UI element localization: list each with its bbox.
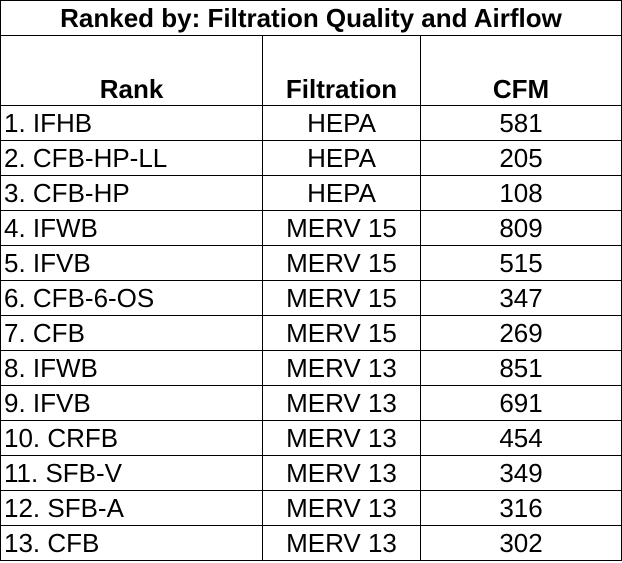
column-header-cfm: CFM	[419, 35, 622, 106]
table-row: 5. IFVB MERV 15 515	[0, 245, 622, 281]
table-row: 11. SFB-V MERV 13 349	[0, 455, 622, 491]
rank-cell: 3. CFB-HP	[0, 175, 263, 211]
rank-cell: 11. SFB-V	[0, 455, 263, 491]
table-row: 13. CFB MERV 13 302	[0, 525, 622, 561]
filtration-cell: MERV 13	[262, 350, 421, 386]
filtration-cell: MERV 13	[262, 490, 421, 526]
cfm-cell: 454	[419, 420, 622, 456]
cfm-cell: 347	[419, 280, 622, 316]
table-row: 2. CFB-HP-LL HEPA 205	[0, 140, 622, 176]
rank-cell: 5. IFVB	[0, 245, 263, 281]
cfm-cell: 349	[419, 455, 622, 491]
filtration-cell: HEPA	[262, 175, 421, 211]
table-row: 6. CFB-6-OS MERV 15 347	[0, 280, 622, 316]
table-row: 9. IFVB MERV 13 691	[0, 385, 622, 421]
cfm-cell: 316	[419, 490, 622, 526]
rank-cell: 2. CFB-HP-LL	[0, 140, 263, 176]
cfm-cell: 205	[419, 140, 622, 176]
filtration-cell: MERV 15	[262, 280, 421, 316]
cfm-cell: 302	[419, 525, 622, 561]
table-row: 1. IFHB HEPA 581	[0, 105, 622, 141]
rank-cell: 13. CFB	[0, 525, 263, 561]
rank-cell: 1. IFHB	[0, 105, 263, 141]
cfm-cell: 851	[419, 350, 622, 386]
column-header-rank: Rank	[0, 35, 263, 106]
table-row: 4. IFWB MERV 15 809	[0, 210, 622, 246]
filtration-cell: MERV 13	[262, 385, 421, 421]
column-header-filtration: Filtration	[262, 35, 421, 106]
filtration-cell: MERV 13	[262, 455, 421, 491]
filtration-cell: MERV 13	[262, 420, 421, 456]
rank-cell: 9. IFVB	[0, 385, 263, 421]
table-row: 7. CFB MERV 15 269	[0, 315, 622, 351]
cfm-cell: 515	[419, 245, 622, 281]
rank-cell: 7. CFB	[0, 315, 263, 351]
filtration-cell: MERV 15	[262, 315, 421, 351]
cfm-cell: 691	[419, 385, 622, 421]
table-row: 12. SFB-A MERV 13 316	[0, 490, 622, 526]
table-row: 3. CFB-HP HEPA 108	[0, 175, 622, 211]
filtration-cell: MERV 15	[262, 210, 421, 246]
filtration-cell: MERV 13	[262, 525, 421, 561]
table-title: Ranked by: Filtration Quality and Airflo…	[0, 0, 622, 36]
rank-cell: 4. IFWB	[0, 210, 263, 246]
table-row: 10. CRFB MERV 13 454	[0, 420, 622, 456]
cfm-cell: 269	[419, 315, 622, 351]
table-row: 8. IFWB MERV 13 851	[0, 350, 622, 386]
filtration-cell: HEPA	[262, 105, 421, 141]
title-row: Ranked by: Filtration Quality and Airflo…	[0, 0, 622, 36]
filtration-cell: MERV 15	[262, 245, 421, 281]
header-row: Rank Filtration CFM	[0, 35, 622, 106]
rank-cell: 6. CFB-6-OS	[0, 280, 263, 316]
rank-cell: 12. SFB-A	[0, 490, 263, 526]
cfm-cell: 108	[419, 175, 622, 211]
rank-cell: 8. IFWB	[0, 350, 263, 386]
filtration-cell: HEPA	[262, 140, 421, 176]
rank-cell: 10. CRFB	[0, 420, 263, 456]
cfm-cell: 581	[419, 105, 622, 141]
cfm-cell: 809	[419, 210, 622, 246]
